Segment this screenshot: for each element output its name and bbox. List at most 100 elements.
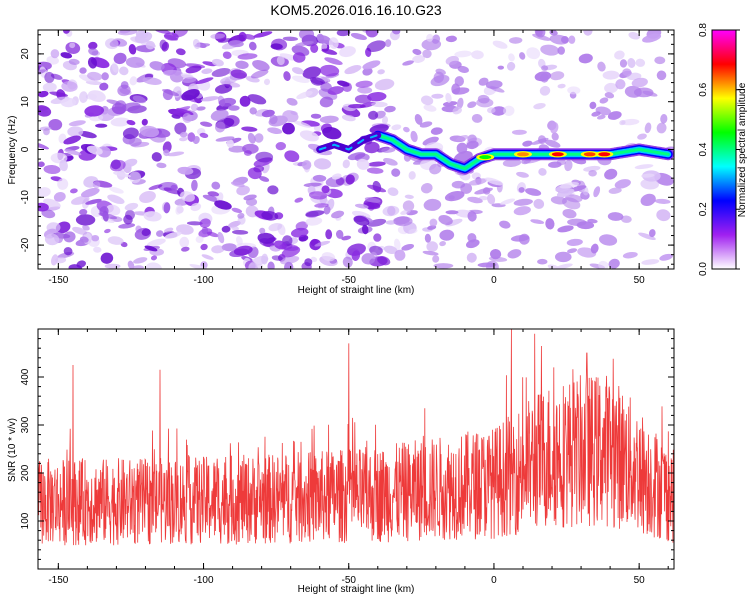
spectrogram-ridge-band [318, 134, 379, 151]
spectrogram-speckle-blob [640, 178, 659, 190]
spectrogram-speckle-blob [556, 188, 575, 198]
spectrogram-speckle-blob [202, 194, 221, 203]
spectrogram-speckle-blob [538, 168, 547, 176]
spectrogram-speckle-blob [236, 185, 250, 196]
spectrogram-speckle-blob [468, 178, 488, 186]
spectrogram-speckle-blob [43, 164, 61, 175]
snr-xtick-label: 50 [634, 575, 646, 586]
spectrogram-speckle-blob [199, 218, 211, 228]
spectrogram-speckle-blob [656, 209, 671, 222]
spectrogram-speckle-blob [422, 49, 432, 59]
spectrogram-speckle-blob [191, 179, 198, 192]
spectrogram-speckle-blob [578, 53, 593, 64]
spectrogram-speckle-blob [583, 165, 601, 172]
spectrogram-speckle-blob [163, 187, 181, 195]
spectrogram-y-ticks: -20 -10 0 10 20 [20, 34, 674, 265]
spectrogram-speckle-blob [622, 68, 632, 77]
spectrogram-speckle-blob [111, 62, 119, 73]
spectrogram-speckle-blob [145, 40, 156, 50]
spectrogram-speckle-blob [233, 245, 253, 256]
spectrogram-speckle-blob [275, 141, 286, 151]
spectrogram-speckle-blob [341, 235, 352, 241]
spectrogram-speckle-blob [63, 247, 73, 256]
spectrogram-speckle-blob [477, 262, 497, 268]
spectrogram-speckle-blob [247, 94, 267, 105]
spectrogram-speckle-blob [167, 151, 185, 157]
spectrogram-speckle-blob [593, 186, 601, 198]
spectrogram-speckle-blob [104, 263, 121, 269]
spectrogram-speckle-blob [104, 228, 111, 234]
spectrogram-speckle-blob [245, 198, 258, 206]
spectrogram-speckle-blob [68, 120, 86, 127]
spectrogram-speckle-blob [335, 229, 344, 239]
spectrogram-speckle-blob [640, 193, 656, 207]
spectrogram-speckle-blob [559, 182, 580, 189]
spectrogram-speckle-blob [557, 83, 566, 89]
spectrogram-speckle-blob [305, 217, 323, 226]
spectrogram-speckle-blob [422, 136, 439, 146]
spectrogram-x-ticks: -150 -100 -50 0 50 [48, 30, 669, 286]
spectrogram-speckle-blob [641, 259, 660, 265]
spectrogram-speckle-blob [627, 58, 636, 68]
spectrogram-speckle-blob [373, 233, 382, 242]
spectrogram-speckle-blob [122, 127, 139, 140]
spectrogram-speckle-blob [539, 85, 551, 96]
spectrogram-speckle-blob [432, 255, 440, 263]
spectrogram-speckle-blob [200, 243, 208, 251]
spectrogram-speckle-blob [253, 31, 273, 38]
spectrogram-speckle-blob [226, 139, 235, 148]
spectrogram-speckle-blob [342, 256, 353, 268]
spectrogram-speckle-blob [106, 99, 122, 106]
spectrogram-speckle-blob [143, 211, 162, 222]
spectrogram-speckle-blob [644, 122, 652, 134]
spectrogram-speckle-blob [367, 161, 386, 167]
spectrogram-speckle-blob [506, 61, 516, 71]
spectrogram-speckle-blob [200, 96, 220, 102]
spectrogram-speckle-blob [180, 191, 195, 202]
spectrogram-speckle-blob [456, 97, 464, 110]
spectrogram-speckle-blob [557, 225, 574, 233]
spectrogram-speckle-blob [87, 71, 103, 81]
spectrogram-ytick-label: 10 [20, 96, 31, 108]
spectrogram-speckle-blob [100, 252, 114, 264]
spectrogram-speckle-blob [604, 92, 615, 99]
spectrogram-speckle-blob [466, 252, 477, 263]
spectrogram-hotspot [598, 152, 611, 157]
spectrogram-speckle-blob [43, 128, 50, 136]
spectrogram-speckle-blob [84, 105, 105, 117]
spectrogram-speckle-blob [591, 111, 601, 117]
spectrogram-speckle-blob [323, 205, 331, 215]
spectrogram-speckle-blob [377, 256, 391, 266]
spectrogram-speckle-blob [491, 106, 507, 116]
spectrogram-speckle-blob [163, 227, 174, 233]
colorbar-tick-label: 0.4 [698, 142, 709, 156]
spectrogram-speckle-blob [239, 95, 251, 107]
spectrogram-speckle-blob [320, 82, 332, 92]
spectrogram-speckle-blob [87, 57, 98, 69]
spectrogram-speckle-blob [150, 255, 158, 261]
spectrogram-speckle-blob [314, 240, 331, 247]
spectrogram-speckle-blob [659, 253, 674, 261]
spectrogram-speckle-blob [309, 77, 326, 85]
spectrogram-speckle-blob [509, 37, 523, 44]
spectrogram-speckle-blob [172, 106, 191, 114]
snr-ytick-label: 200 [20, 464, 31, 481]
spectrogram-speckle-blob [549, 34, 569, 45]
spectrogram-ytick-label: -20 [20, 237, 31, 252]
spectrogram-speckle-blob [624, 85, 642, 98]
spectrogram-speckle-blob [60, 97, 77, 108]
snr-y-ticks: 100 200 300 400 [20, 328, 674, 570]
spectrogram-speckle-blob [149, 61, 165, 71]
spectrogram-speckle-blob [222, 51, 232, 59]
spectrogram-speckle-blob [620, 215, 632, 223]
spectrogram-speckle-blob [156, 230, 164, 237]
spectrogram-speckle-blob [400, 209, 411, 215]
spectrogram-speckle-blob [38, 142, 50, 150]
spectrogram-speckle-blob [292, 52, 306, 63]
spectrogram-speckle-blob [510, 235, 530, 242]
spectrogram-speckle-blob [210, 109, 229, 121]
spectrogram-speckle-blob [392, 30, 401, 35]
spectrogram-speckle-blob [414, 113, 423, 125]
spectrogram-hotspot [583, 152, 596, 157]
